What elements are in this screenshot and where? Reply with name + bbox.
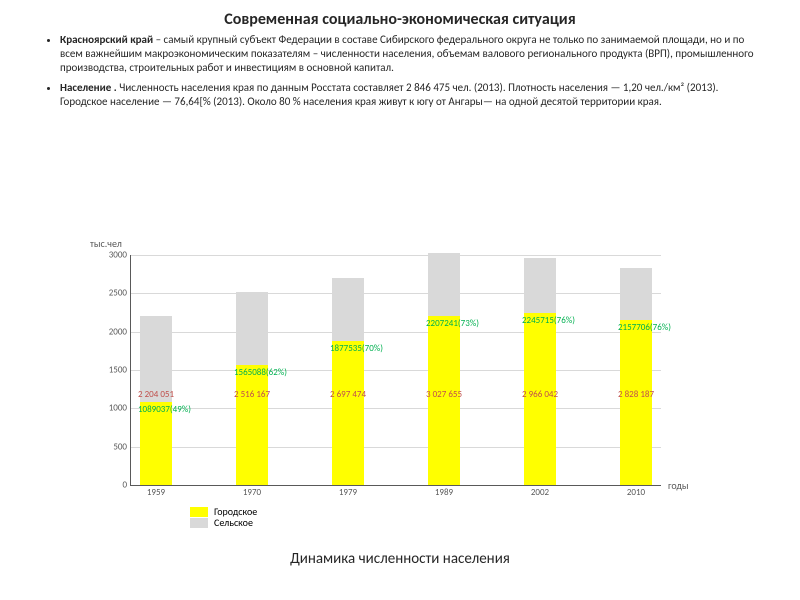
bar-urban — [332, 341, 364, 485]
legend-swatch — [190, 518, 208, 528]
population-chart: 05001000150020002500300019592 204 051108… — [130, 255, 661, 486]
plot-area: 05001000150020002500300019592 204 051108… — [130, 255, 661, 486]
bar-rural — [428, 253, 460, 316]
total-label: 2 697 474 — [330, 389, 366, 400]
legend-item: Сельское — [190, 517, 257, 528]
x-tick: 2002 — [531, 487, 549, 498]
y-tick: 0 — [122, 480, 127, 491]
bar-rural — [620, 268, 652, 319]
total-label: 3 027 655 — [426, 389, 462, 400]
bar-rural — [332, 278, 364, 341]
y-tick: 3000 — [109, 250, 127, 261]
x-tick: 1979 — [339, 487, 357, 498]
x-tick: 1959 — [147, 487, 165, 498]
bar-group — [140, 316, 172, 485]
bar-group — [428, 253, 460, 485]
urban-label: 2157706(76%) — [618, 322, 671, 333]
y-tick: 500 — [113, 441, 127, 452]
total-label: 2 516 167 — [234, 389, 270, 400]
urban-label: 2207241(73%) — [426, 318, 479, 329]
bullet-list: Красноярский край – самый крупный субъек… — [40, 33, 760, 109]
y-tick: 2500 — [109, 288, 127, 299]
total-label: 2 204 051 — [138, 389, 174, 400]
y-tick: 1000 — [109, 403, 127, 414]
x-tick: 2010 — [627, 487, 645, 498]
bullet-item: Красноярский край – самый крупный субъек… — [60, 33, 760, 75]
legend: ГородскоеСельское — [190, 506, 257, 528]
bar-group — [620, 268, 652, 485]
x-tick: 1970 — [243, 487, 261, 498]
y-tick: 1500 — [109, 365, 127, 376]
urban-label: 1089037(49%) — [138, 404, 191, 415]
bar-group — [524, 258, 556, 485]
urban-label: 2245715(76%) — [522, 315, 575, 326]
bar-urban — [236, 365, 268, 485]
legend-label: Сельское — [214, 517, 253, 528]
slide: Современная социально-экономическая ситу… — [0, 0, 800, 600]
chart-caption: Динамика численности населения — [0, 550, 800, 568]
bar-urban — [620, 320, 652, 485]
bar-urban — [428, 316, 460, 485]
bar-group — [332, 278, 364, 485]
total-label: 2 828 187 — [618, 389, 654, 400]
x-axis-title: годы — [668, 479, 689, 492]
y-axis-title: тыс.чел — [90, 237, 122, 250]
bullet-item: Население . Численность населения края п… — [60, 81, 760, 109]
y-tick: 2000 — [109, 326, 127, 337]
total-label: 2 966 042 — [522, 389, 558, 400]
bar-rural — [524, 258, 556, 313]
x-tick: 1989 — [435, 487, 453, 498]
bar-rural — [236, 292, 268, 365]
page-title: Современная социально-экономическая ситу… — [40, 10, 760, 29]
urban-label: 1877535(70%) — [330, 343, 383, 354]
legend-swatch — [190, 507, 208, 517]
urban-label: 1565088(62%) — [234, 367, 287, 378]
